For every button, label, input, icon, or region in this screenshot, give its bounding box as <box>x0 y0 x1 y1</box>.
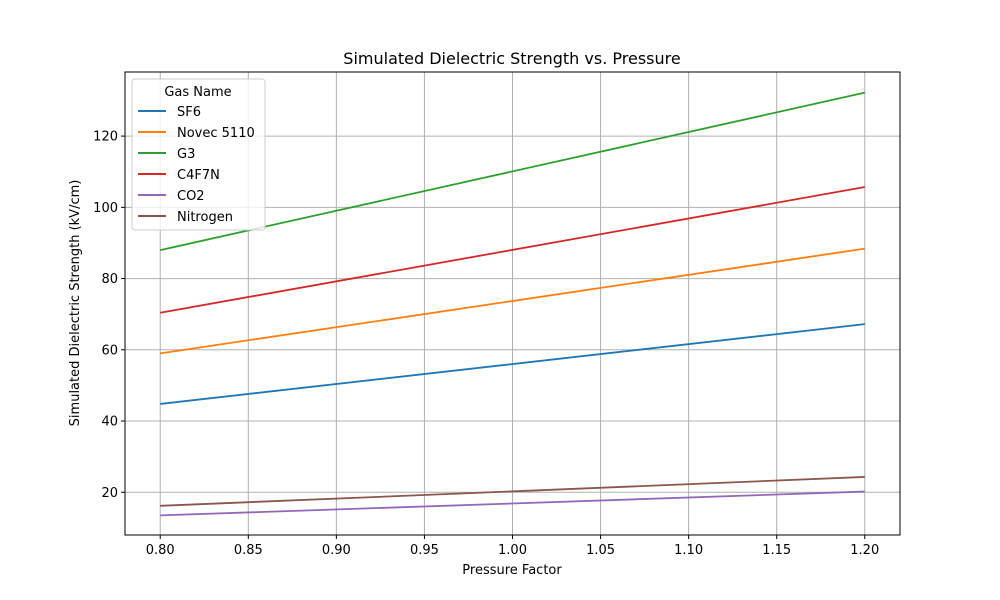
x-tick-label: 1.05 <box>586 543 615 558</box>
x-tick-label: 0.80 <box>146 543 175 558</box>
y-tick-label: 120 <box>93 130 118 145</box>
series-line-novec-5110 <box>160 247 865 355</box>
y-axis-ticks: 20 40 60 80 100 120 <box>93 130 125 501</box>
series-line-sf6 <box>160 323 865 405</box>
y-tick-label: 80 <box>101 272 118 287</box>
legend-entry-label: SF6 <box>177 105 201 120</box>
y-tick-label: 40 <box>101 415 118 430</box>
x-tick-label: 1.10 <box>674 543 703 558</box>
legend-entry-label: Nitrogen <box>177 210 233 225</box>
legend-box <box>131 78 266 231</box>
y-tick-label: 60 <box>101 343 118 358</box>
x-tick-label: 0.90 <box>322 543 351 558</box>
legend: Gas Name SF6 Novec 5110 G3 C4F7N CO2 Nitrogen <box>131 78 266 231</box>
x-tick-label: 1.15 <box>762 543 791 558</box>
y-tick-label: 20 <box>101 486 118 501</box>
series-line-nitrogen <box>160 476 865 507</box>
x-tick-label: 0.85 <box>234 543 263 558</box>
x-tick-label: 0.95 <box>410 543 439 558</box>
legend-entry-label: C4F7N <box>177 168 220 183</box>
chart-title: Simulated Dielectric Strength vs. Pressu… <box>343 49 680 68</box>
legend-entry-label: G3 <box>177 147 195 162</box>
y-axis-label: Simulated Dielectric Strength (kV/cm) <box>68 180 83 427</box>
x-tick-label: 1.00 <box>498 543 527 558</box>
series-line-co2 <box>160 490 865 517</box>
legend-entry-label: Novec 5110 <box>177 126 255 141</box>
x-axis-label: Pressure Factor <box>462 563 562 578</box>
y-tick-label: 100 <box>93 201 118 216</box>
x-axis-ticks: 0.80 0.85 0.90 0.95 1.00 1.05 1.10 1.15 1.20 <box>146 535 879 558</box>
x-tick-label: 1.20 <box>850 543 879 558</box>
series-line-g3 <box>160 91 865 251</box>
series-line-c4f7n <box>160 186 865 314</box>
grid <box>125 72 900 535</box>
legend-title: Gas Name <box>164 85 231 100</box>
legend-entry-label: CO2 <box>177 189 205 204</box>
series-layer <box>160 91 865 517</box>
